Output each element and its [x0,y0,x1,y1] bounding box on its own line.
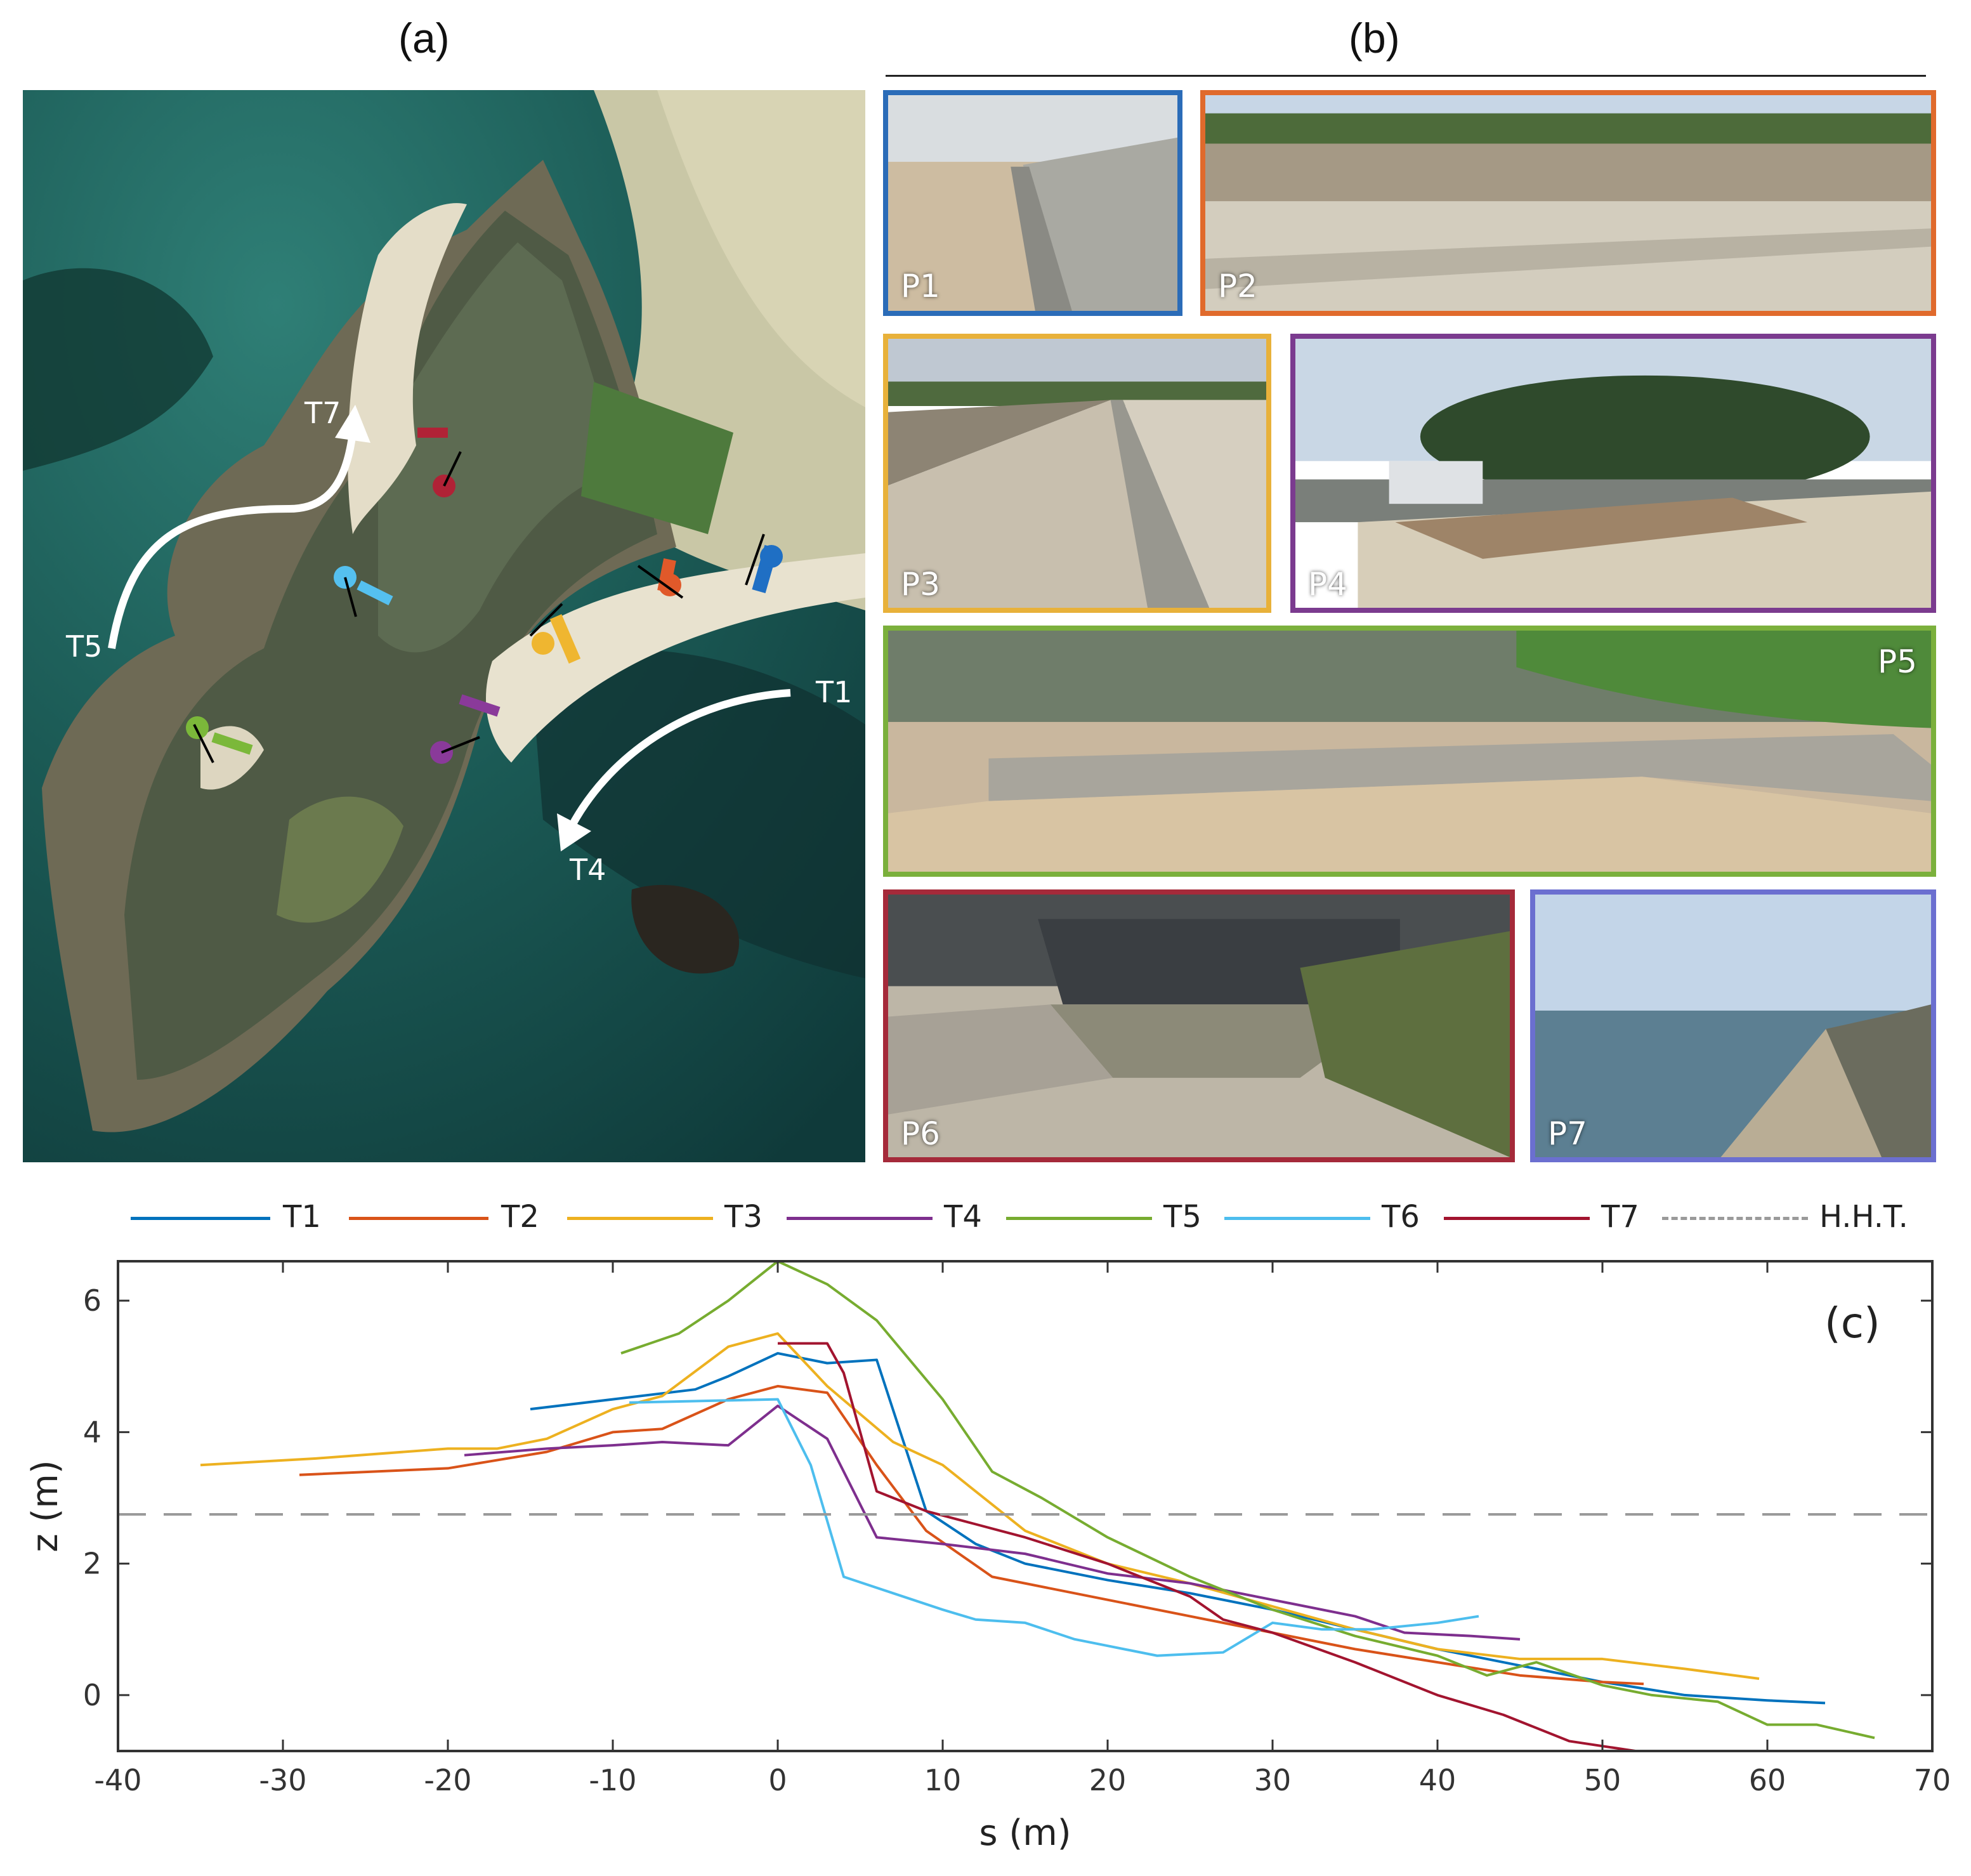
legend-text-t6: T6 [1382,1199,1420,1235]
legend-text-t3: T3 [724,1199,763,1235]
aerial-map: T1 T4 T5 T7 [23,90,865,1162]
x-tick-label: 20 [1089,1763,1127,1797]
y-tick-label: 0 [83,1678,101,1712]
photo-p4-image [1295,339,1931,608]
photo-p4: P4 [1290,334,1936,613]
photo-p3-label: P3 [901,566,940,603]
legend-swatch-t6 [1224,1217,1370,1220]
transect-marker-t7 [417,428,462,497]
photo-p7-image [1535,895,1931,1157]
transect-marker-t5 [186,716,253,763]
plot-frame [117,1260,1934,1752]
x-tick-label: -40 [94,1763,141,1797]
y-axis-title: z (m) [25,1460,66,1552]
series-line-t1 [530,1352,1826,1705]
photo-p1-image [888,95,1177,311]
photo-p3: P3 [883,334,1271,613]
chart-series-layer [200,1260,1875,1752]
legend-swatch-t3 [567,1217,713,1220]
series-line-t5 [620,1260,1875,1740]
x-tick-label: -20 [424,1763,471,1797]
chart-legend: T1 T2 T3 T4 T5 T6 T7 H.H.T. [0,0,1971,1235]
legend-text-t1: T1 [283,1199,321,1235]
photo-p6: P6 [883,889,1515,1162]
photo-p1: P1 [883,90,1182,316]
x-tick-label: -10 [589,1763,636,1797]
legend-swatch-hht [1662,1217,1808,1220]
photo-p5: P5 [883,626,1936,877]
panel-label-c: (c) [1824,1299,1880,1348]
x-axis-title: s (m) [979,1813,1071,1854]
x-tick-label: 70 [1914,1763,1951,1797]
series-line-t3 [200,1332,1760,1680]
legend-text-t5: T5 [1163,1199,1202,1235]
photo-p1-label: P1 [901,268,940,305]
legend-swatch-t5 [1006,1217,1152,1220]
series-line-t2 [299,1384,1644,1686]
legend-swatch-t7 [1444,1217,1590,1220]
series-line-t4 [464,1404,1521,1641]
legend-swatch-t2 [349,1217,488,1220]
profile-chart: -40 -30 -20 -10 0 10 20 30 40 50 60 70 0 2 4 6 (c) s (m… [25,1260,1951,1854]
photo-p3-image [888,339,1266,608]
map-label-t5: T5 [66,629,103,664]
panel-b-rule [886,75,1926,77]
photo-p2-label: P2 [1218,268,1257,305]
x-tick-label: -30 [259,1763,306,1797]
photo-p7: P7 [1530,889,1936,1162]
legend-swatch-t1 [131,1217,270,1220]
y-tick-label: 6 [83,1283,101,1318]
x-tick-label: 60 [1749,1763,1786,1797]
legend-text-t2: T2 [501,1199,539,1235]
transect-marker-t2 [637,558,684,599]
photo-p7-label: P7 [1548,1115,1587,1152]
panel-label-b: (b) [1349,15,1400,62]
photo-p2: P2 [1200,90,1936,316]
photo-p2-image [1205,95,1931,311]
photo-p6-label: P6 [901,1115,940,1152]
x-tick-label: 10 [924,1763,962,1797]
photo-p6-image [888,895,1510,1157]
panel-label-a: (a) [398,15,450,62]
map-label-t4: T4 [570,853,606,887]
y-tick-label: 4 [83,1415,101,1449]
photo-p5-image [888,631,1931,872]
transect-marker-t3 [529,603,581,664]
series-line-t7 [778,1342,1636,1752]
y-tick-label: 2 [83,1547,101,1581]
legend-text-hht: H.H.T. [1819,1199,1908,1235]
map-label-t1: T1 [816,675,853,709]
series-line-t6 [629,1398,1479,1657]
photo-p5-label: P5 [1878,643,1917,680]
chart-axes: -40 -30 -20 -10 0 10 20 30 40 50 60 70 0 2 4 6 [83,1261,1951,1797]
legend-text-t7: T7 [1601,1199,1639,1235]
photo-p4-label: P4 [1308,566,1347,603]
aerial-map-drawing [23,90,865,1162]
legend-swatch-t4 [787,1217,933,1220]
map-label-t7: T7 [304,396,341,430]
x-tick-label: 40 [1419,1763,1457,1797]
transect-marker-t6 [334,566,393,617]
transect-marker-t1 [745,534,783,594]
x-tick-label: 30 [1254,1763,1292,1797]
transect-marker-t4 [430,694,501,764]
legend-text-t4: T4 [944,1199,982,1235]
x-tick-label: 0 [768,1763,787,1797]
x-tick-label: 50 [1584,1763,1621,1797]
